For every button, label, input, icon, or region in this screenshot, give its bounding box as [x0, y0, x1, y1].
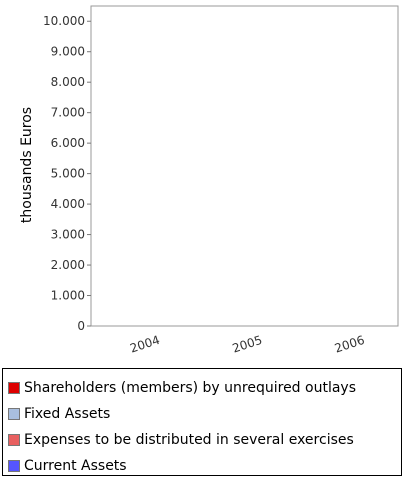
stacked-bar-chart: thousands Euros 0 1.000 2.000 3.000 4.000 5.0… [19, 5, 399, 356]
y-tick-label-10: 10.000 [43, 14, 85, 28]
y-tick-label-9: 9.000 [51, 45, 85, 59]
x-tick-label-2004: 2004 [128, 333, 161, 356]
legend-item-shareholders: Shareholders (members) by unrequired out… [8, 375, 401, 401]
y-tick-label-8: 8.000 [51, 75, 85, 89]
x-tick-labels: 2004 2005 2006 [128, 333, 366, 356]
y-tick-labels: 0 1.000 2.000 3.000 4.000 5.000 6.000 7.000 8.00… [43, 14, 85, 333]
legend-item-current-assets: Current Assets [8, 453, 401, 479]
legend-swatch-current-assets [8, 460, 20, 472]
axes-layer [87, 5, 399, 327]
legend-swatch-expenses [8, 434, 20, 446]
legend-label-current-assets: Current Assets [24, 458, 127, 474]
legend-swatch-shareholders [8, 382, 20, 394]
y-tick-label-6: 6.000 [51, 136, 85, 150]
legend-item-expenses: Expenses to be distributed in several ex… [8, 427, 401, 453]
legend-item-fixed-assets: Fixed Assets [8, 401, 401, 427]
legend-swatch-fixed-assets [8, 408, 20, 420]
y-axis-label: thousands Euros [19, 107, 35, 223]
x-tick-label-2005: 2005 [231, 333, 264, 356]
legend-label-expenses: Expenses to be distributed in several ex… [24, 432, 354, 448]
legend: Shareholders (members) by unrequired out… [2, 368, 402, 476]
y-tick-label-4: 4.000 [51, 197, 85, 211]
legend-label-shareholders: Shareholders (members) by unrequired out… [24, 380, 356, 396]
y-tick-label-1: 1.000 [51, 289, 85, 303]
y-tick-label-3: 3.000 [51, 228, 85, 242]
y-tick-label-7: 7.000 [51, 106, 85, 120]
y-tick-label-0: 0 [77, 319, 85, 333]
y-tick-label-5: 5.000 [51, 167, 85, 181]
legend-label-fixed-assets: Fixed Assets [24, 406, 111, 422]
y-tick-label-2: 2.000 [51, 258, 85, 272]
plot-area [90, 5, 399, 327]
x-tick-label-2006: 2006 [333, 333, 366, 356]
